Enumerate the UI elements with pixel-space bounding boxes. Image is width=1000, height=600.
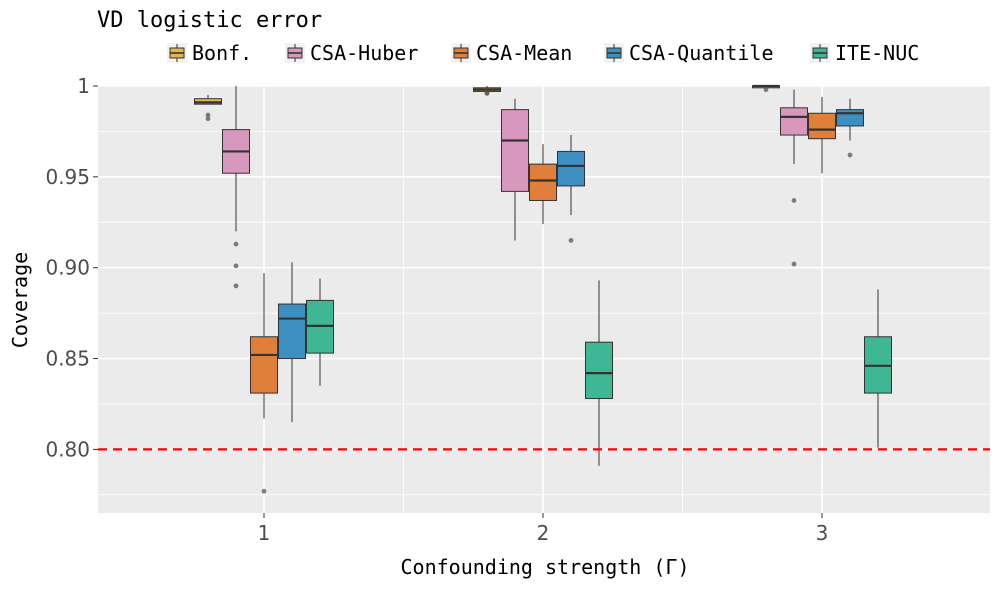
outlier-point bbox=[484, 90, 490, 96]
box bbox=[501, 98, 529, 241]
box bbox=[752, 84, 780, 93]
box bbox=[306, 278, 334, 386]
box bbox=[808, 96, 836, 174]
plot-area bbox=[98, 84, 990, 513]
outlier-point bbox=[791, 198, 797, 203]
x-tick-label: 3 bbox=[816, 521, 829, 545]
legend-item: Bonf. bbox=[167, 41, 252, 65]
series-csa-mean bbox=[250, 96, 836, 494]
box bbox=[585, 280, 613, 466]
box bbox=[222, 86, 250, 289]
y-axis: 0.80 0.85 0.90 0.95 1 bbox=[45, 74, 98, 461]
outlier-point bbox=[205, 112, 211, 118]
y-tick-label: 1 bbox=[77, 74, 90, 98]
series-csa-huber bbox=[222, 86, 808, 289]
box-iqr bbox=[250, 336, 278, 394]
x-axis: 1 2 3 bbox=[258, 513, 829, 545]
y-tick-label: 0.90 bbox=[45, 256, 90, 280]
y-tick-label: 0.95 bbox=[45, 165, 90, 189]
legend-label: CSA-Quantile bbox=[629, 41, 774, 65]
box-iqr bbox=[585, 341, 613, 400]
legend-label: CSA-Huber bbox=[310, 41, 418, 65]
box bbox=[250, 273, 278, 494]
y-tick-label: 0.80 bbox=[45, 437, 90, 461]
y-tick-label: 0.85 bbox=[45, 347, 90, 371]
box bbox=[780, 89, 808, 267]
y-axis-title: Coverage bbox=[8, 252, 32, 348]
box-iqr bbox=[836, 109, 864, 127]
outlier-point bbox=[763, 87, 769, 93]
box-iqr bbox=[501, 109, 529, 192]
outlier-point bbox=[205, 116, 211, 122]
box bbox=[473, 86, 501, 96]
legend-label: Bonf. bbox=[192, 41, 252, 65]
outlier-point bbox=[233, 263, 239, 269]
legend-label: ITE-NUC bbox=[835, 41, 919, 65]
box-iqr bbox=[780, 107, 808, 136]
outlier-point bbox=[233, 241, 239, 247]
legend-item: ITE-NUC bbox=[810, 41, 919, 65]
box bbox=[278, 262, 306, 423]
legend-label: CSA-Mean bbox=[476, 41, 572, 65]
x-tick-label: 2 bbox=[537, 521, 550, 545]
series-csa-quantile bbox=[278, 98, 864, 423]
outlier-point bbox=[847, 152, 853, 158]
box bbox=[864, 289, 892, 448]
box bbox=[557, 135, 585, 243]
outlier-point bbox=[568, 238, 574, 243]
box bbox=[194, 95, 222, 122]
legend: Bonf. CSA-Huber CSA-Mean CSA-Quantile ITE-NU… bbox=[167, 41, 919, 65]
boxes bbox=[194, 84, 892, 494]
box-iqr bbox=[557, 150, 585, 187]
series-bonf- bbox=[194, 84, 780, 122]
box-iqr bbox=[808, 112, 836, 140]
x-axis-title: Confounding strength (Γ) bbox=[401, 555, 690, 579]
box-iqr bbox=[529, 163, 557, 201]
legend-item: CSA-Quantile bbox=[604, 41, 774, 65]
box bbox=[529, 144, 557, 225]
outlier-point bbox=[261, 488, 267, 494]
series-ite-nuc bbox=[306, 278, 892, 466]
legend-item: CSA-Huber bbox=[285, 41, 418, 65]
box-iqr bbox=[278, 303, 306, 360]
legend-item: CSA-Mean bbox=[451, 41, 572, 65]
outlier-point bbox=[791, 261, 797, 267]
chart-title: VD logistic error bbox=[97, 8, 322, 33]
box bbox=[836, 98, 864, 158]
outlier-point bbox=[233, 283, 239, 289]
x-tick-label: 1 bbox=[258, 521, 271, 545]
